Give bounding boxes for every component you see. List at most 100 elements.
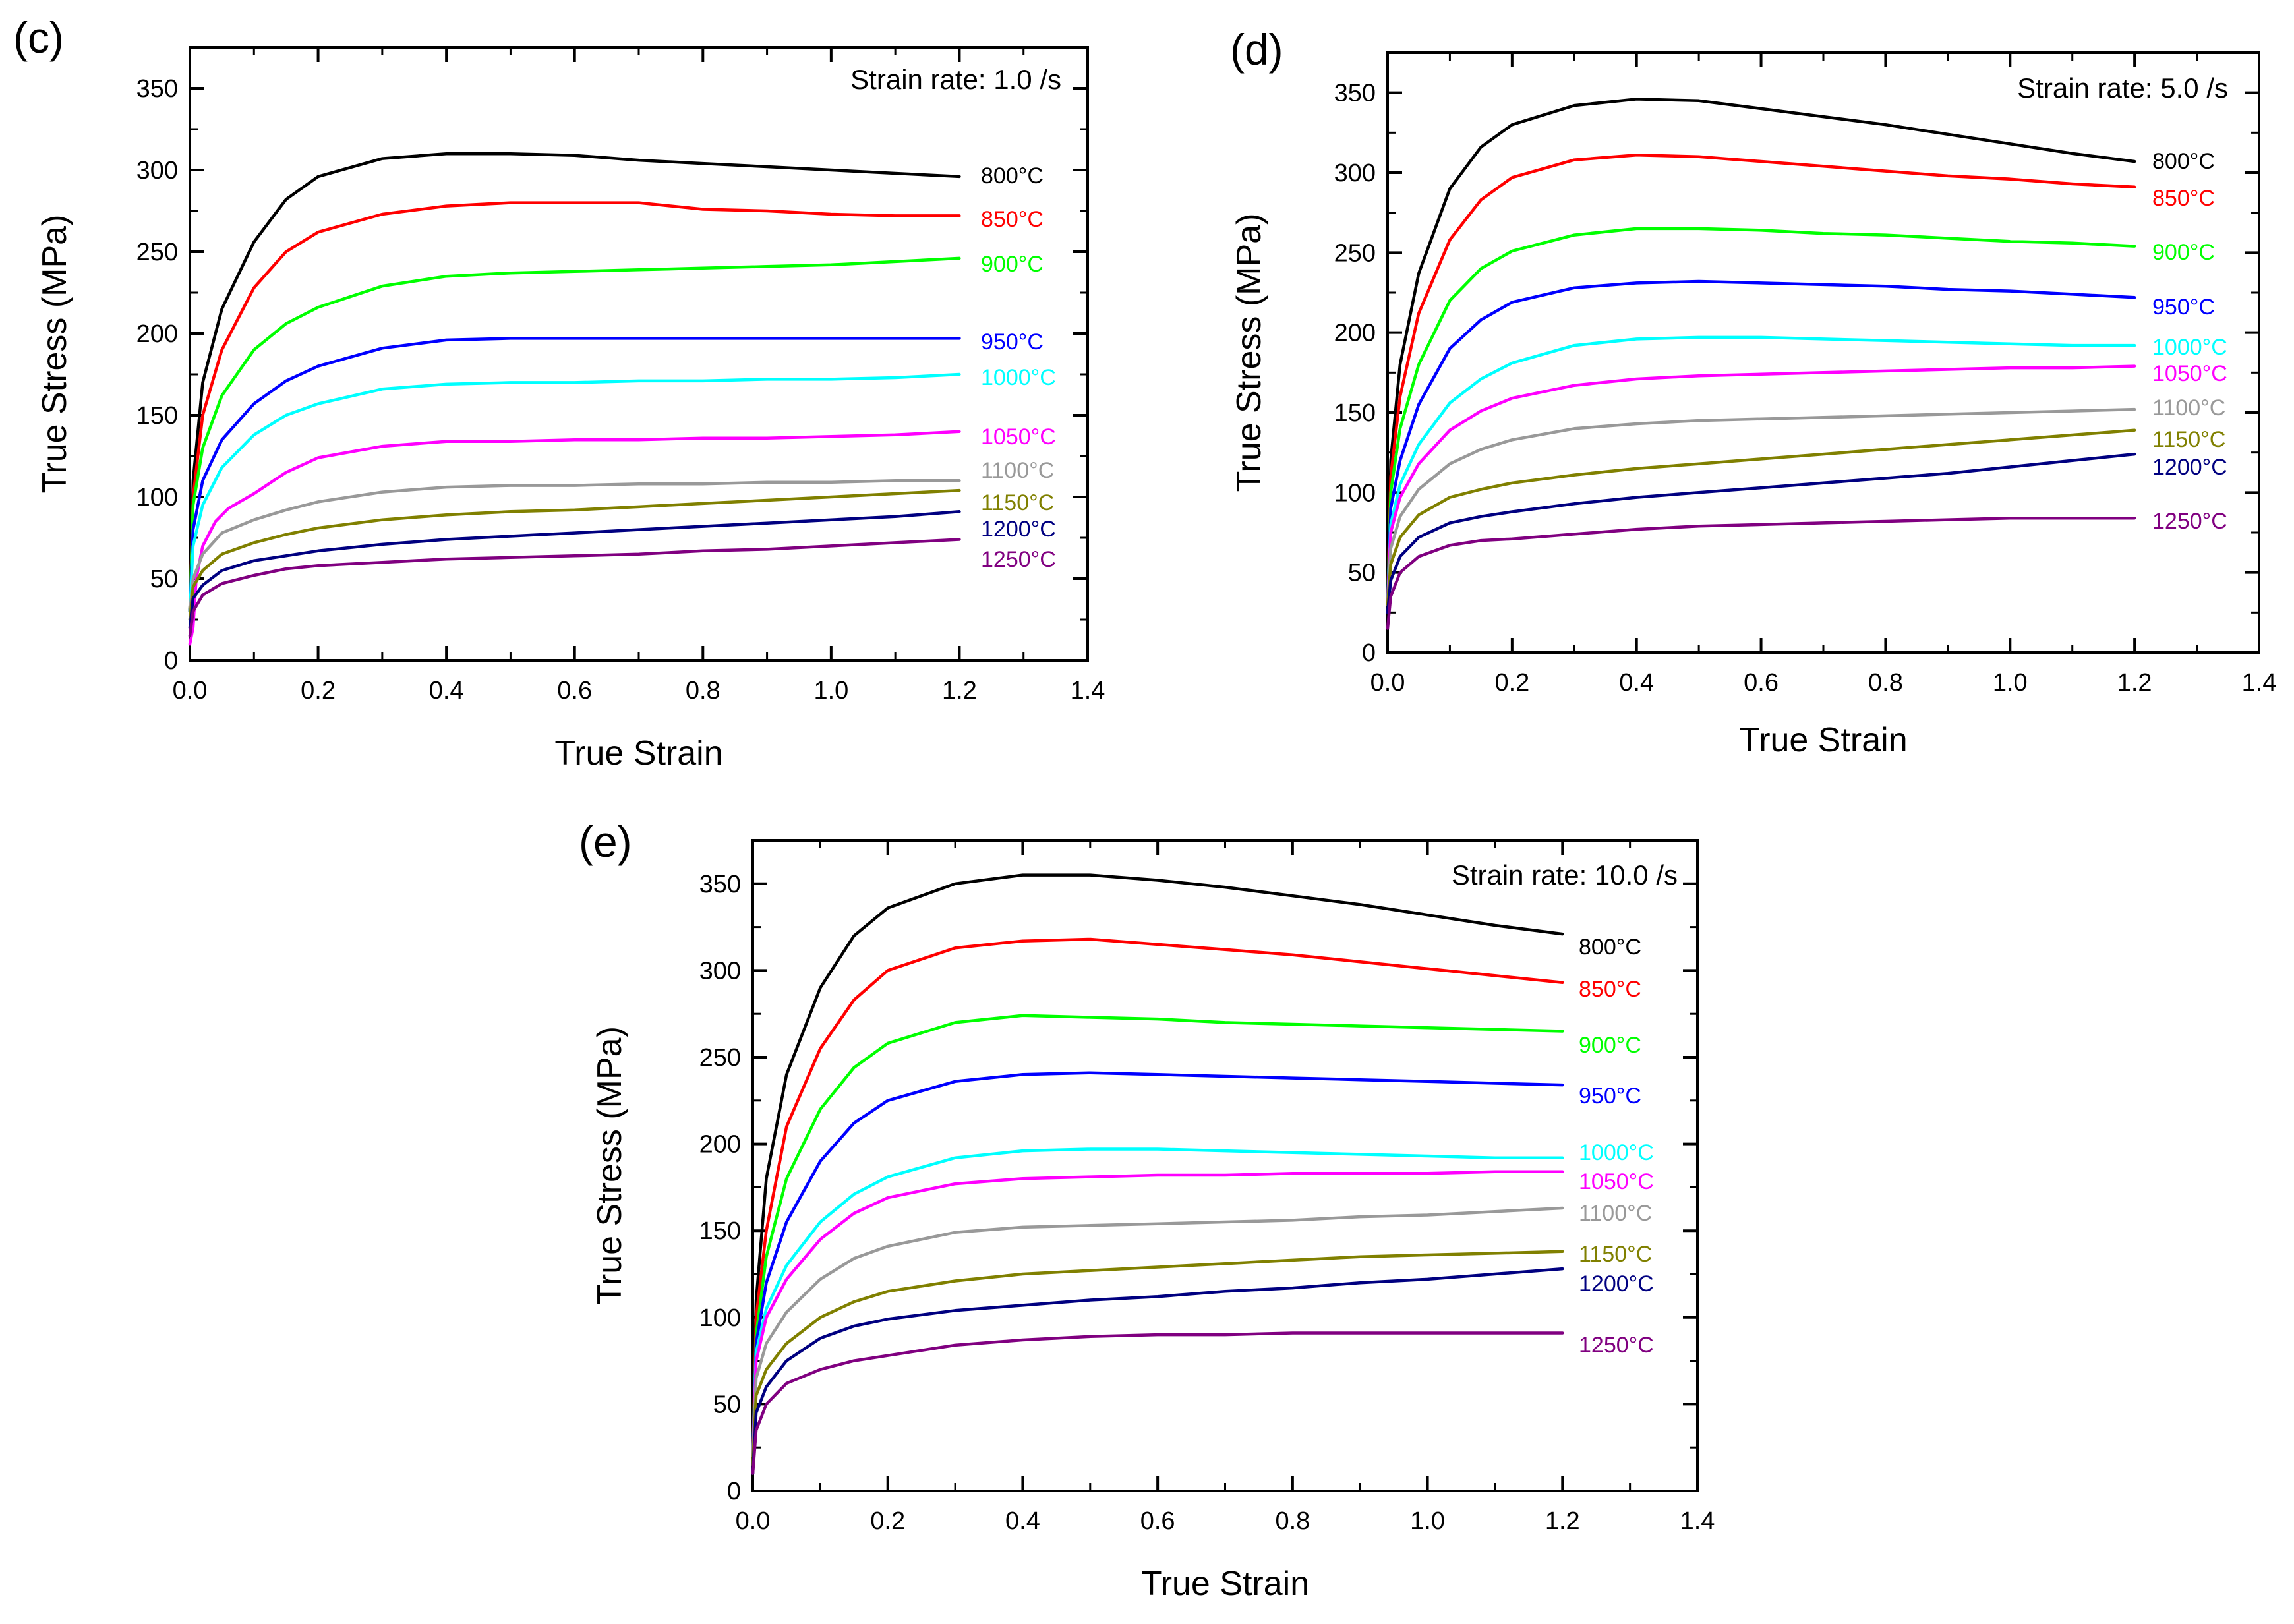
series-label: 800°C <box>1579 935 1641 960</box>
series-label: 1250°C <box>981 547 1056 572</box>
strain-rate-annotation: Strain rate: 10.0 /s <box>1452 859 1678 890</box>
series-label: 800°C <box>2152 149 2215 174</box>
y-tick-label: 200 <box>1334 320 1376 347</box>
y-tick-label: 350 <box>699 871 741 898</box>
series-line-1000c <box>188 372 961 613</box>
series-line-1000c <box>1386 335 2136 606</box>
series-line-1050c <box>1386 364 2136 606</box>
y-tick-label: 50 <box>713 1391 741 1418</box>
series-line-1250c <box>188 538 961 638</box>
x-tick-label: 0.4 <box>1005 1507 1040 1535</box>
series-label: 1250°C <box>1579 1333 1654 1358</box>
plot-frame <box>1386 51 2260 654</box>
series-label: 1150°C <box>1579 1242 1652 1267</box>
series-label: 950°C <box>1579 1084 1641 1109</box>
series-line-1250c <box>1386 516 2136 630</box>
strain-rate-annotation: Strain rate: 5.0 /s <box>2017 72 2228 103</box>
x-tick-label: 0.2 <box>301 677 336 705</box>
series-line-800c <box>751 873 1564 1458</box>
series-line-1050c <box>751 1170 1564 1458</box>
panel-label: (e) <box>579 817 632 866</box>
series-line-1150c <box>188 488 961 622</box>
series-label: 900°C <box>2152 240 2215 265</box>
series-line-950c <box>1386 279 2136 606</box>
series-line-1000c <box>751 1147 1564 1458</box>
plot-frame <box>189 46 1089 662</box>
x-tick-label: 1.2 <box>1545 1507 1580 1535</box>
x-tick-label: 1.4 <box>1680 1507 1715 1535</box>
series-label: 1050°C <box>2152 361 2227 386</box>
x-axis-title: True Strain <box>554 734 722 772</box>
series-label: 850°C <box>2152 186 2215 211</box>
x-tick-label: 1.4 <box>2242 669 2277 697</box>
panel-label: (c) <box>13 13 64 62</box>
series-label: 950°C <box>2152 295 2215 320</box>
y-tick-label: 0 <box>1362 639 1376 667</box>
series-line-900c <box>751 1014 1564 1458</box>
series-line-850c <box>188 201 961 613</box>
y-tick-label: 0 <box>727 1478 741 1505</box>
series-label: 1000°C <box>1579 1140 1654 1165</box>
series-line-950c <box>188 337 961 613</box>
series-line-1150c <box>1386 428 2136 606</box>
series-line-1250c <box>751 1331 1564 1475</box>
y-tick-label: 150 <box>136 402 178 430</box>
y-tick-label: 50 <box>1348 560 1376 587</box>
series-label: 850°C <box>981 207 1044 232</box>
series-label: 1050°C <box>981 424 1056 450</box>
series-label: 850°C <box>1579 977 1641 1002</box>
x-tick-label: 0.0 <box>1370 669 1405 697</box>
y-tick-label: 150 <box>699 1217 741 1245</box>
series-label: 1250°C <box>2152 509 2227 534</box>
series-line-850c <box>1386 154 2136 606</box>
series-line-900c <box>1386 227 2136 606</box>
x-tick-label: 0.0 <box>736 1507 771 1535</box>
series-line-1200c <box>751 1267 1564 1475</box>
x-tick-label: 0.2 <box>870 1507 905 1535</box>
y-tick-label: 100 <box>1334 479 1376 507</box>
series-label: 1050°C <box>1579 1169 1654 1194</box>
x-tick-label: 0.6 <box>557 677 592 705</box>
series-line-1050c <box>188 430 961 646</box>
y-axis-title: True Stress (MPa) <box>36 215 74 494</box>
series-label: 1100°C <box>1579 1201 1652 1226</box>
strain-rate-annotation: Strain rate: 1.0 /s <box>850 64 1061 95</box>
plot-frame <box>751 839 1699 1492</box>
series-label: 1200°C <box>981 517 1056 542</box>
series-label: 1150°C <box>981 490 1054 515</box>
x-tick-label: 0.6 <box>1744 669 1779 697</box>
chart-2: 0.0 0.2 0.4 0.6 0.8 1.0 1.2 1.4 0 50 100 150 200 250 3… <box>579 817 1715 1603</box>
x-tick-label: 0.4 <box>1619 669 1654 697</box>
x-tick-label: 0.4 <box>429 677 464 705</box>
series-label: 1200°C <box>2152 455 2227 480</box>
y-tick-label: 100 <box>136 484 178 511</box>
series-line-800c <box>1386 98 2136 606</box>
series-line-950c <box>751 1071 1564 1458</box>
series-label: 950°C <box>981 330 1044 355</box>
x-tick-label: 1.2 <box>2117 669 2152 697</box>
series-label: 900°C <box>981 252 1044 277</box>
y-tick-label: 300 <box>1334 160 1376 187</box>
series-line-800c <box>188 152 961 613</box>
series-line-850c <box>751 937 1564 1458</box>
series-line-1100c <box>188 478 961 613</box>
y-tick-label: 350 <box>1334 80 1376 107</box>
x-axis-title: True Strain <box>1141 1565 1309 1603</box>
series-label: 1100°C <box>981 458 1054 483</box>
x-tick-label: 1.0 <box>1410 1507 1445 1535</box>
y-tick-label: 50 <box>150 566 178 593</box>
series-line-1200c <box>188 510 961 629</box>
series-line-1100c <box>751 1206 1564 1458</box>
x-tick-label: 0.6 <box>1140 1507 1175 1535</box>
series-line-1200c <box>1386 452 2136 614</box>
x-tick-label: 1.0 <box>813 677 848 705</box>
y-tick-label: 150 <box>1334 399 1376 427</box>
series-line-1150c <box>751 1250 1564 1466</box>
y-tick-label: 350 <box>136 75 178 103</box>
x-tick-label: 0.8 <box>686 677 721 705</box>
x-tick-label: 1.0 <box>1993 669 2028 697</box>
x-tick-label: 0.8 <box>1275 1507 1310 1535</box>
y-tick-label: 250 <box>136 239 178 266</box>
panel-label: (d) <box>1230 25 1283 74</box>
